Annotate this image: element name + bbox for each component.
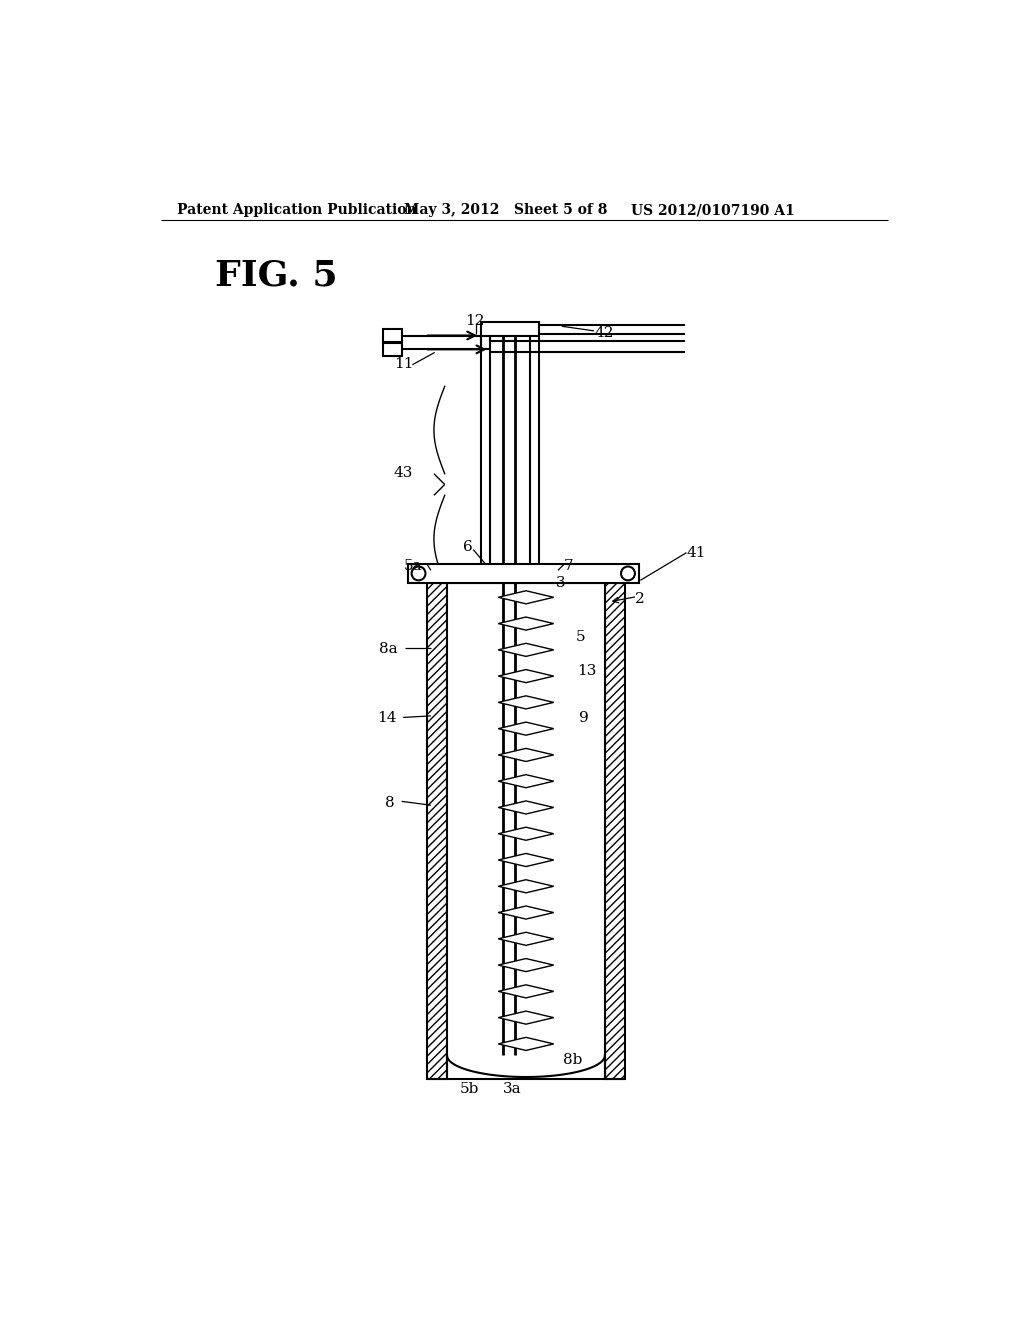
Polygon shape: [499, 828, 554, 841]
Text: 9: 9: [579, 711, 589, 725]
Bar: [481, 322, 540, 337]
Polygon shape: [499, 643, 554, 656]
Bar: [383, 330, 401, 342]
Text: 8a: 8a: [379, 642, 397, 656]
Circle shape: [621, 566, 635, 581]
Bar: [383, 343, 401, 355]
Polygon shape: [499, 1038, 554, 1051]
Text: 7: 7: [563, 558, 572, 573]
Text: 41: 41: [686, 546, 706, 561]
Polygon shape: [499, 906, 554, 919]
Polygon shape: [499, 722, 554, 735]
Bar: [408, 564, 639, 582]
Polygon shape: [499, 958, 554, 972]
Polygon shape: [499, 854, 554, 866]
Bar: [605, 581, 625, 1078]
Text: 8: 8: [385, 796, 394, 810]
Text: 5a: 5a: [403, 558, 423, 573]
Circle shape: [412, 566, 425, 581]
Polygon shape: [499, 932, 554, 945]
Polygon shape: [499, 775, 554, 788]
Text: FIG. 5: FIG. 5: [215, 259, 338, 293]
Text: 11: 11: [394, 358, 414, 371]
Text: 14: 14: [377, 711, 396, 725]
Polygon shape: [499, 801, 554, 814]
Polygon shape: [499, 616, 554, 630]
Polygon shape: [499, 696, 554, 709]
Text: 8b: 8b: [563, 1053, 583, 1067]
Polygon shape: [499, 985, 554, 998]
Text: 5b: 5b: [460, 1082, 479, 1097]
Polygon shape: [499, 748, 554, 762]
Text: May 3, 2012   Sheet 5 of 8: May 3, 2012 Sheet 5 of 8: [403, 203, 607, 216]
Text: 5: 5: [575, 630, 586, 644]
Text: Patent Application Publication: Patent Application Publication: [177, 203, 417, 216]
Text: 2: 2: [635, 591, 645, 606]
Bar: [427, 581, 447, 1078]
Polygon shape: [499, 669, 554, 682]
Text: 3: 3: [556, 576, 565, 590]
Text: 42: 42: [594, 326, 613, 341]
Text: 12: 12: [466, 314, 485, 327]
Text: 3a: 3a: [503, 1082, 522, 1097]
Polygon shape: [499, 879, 554, 892]
Text: 43: 43: [394, 466, 414, 480]
Polygon shape: [499, 1011, 554, 1024]
Text: 13: 13: [578, 664, 597, 678]
Polygon shape: [499, 591, 554, 603]
Text: 6: 6: [463, 540, 473, 554]
Text: US 2012/0107190 A1: US 2012/0107190 A1: [631, 203, 795, 216]
Bar: [447, 581, 605, 1078]
